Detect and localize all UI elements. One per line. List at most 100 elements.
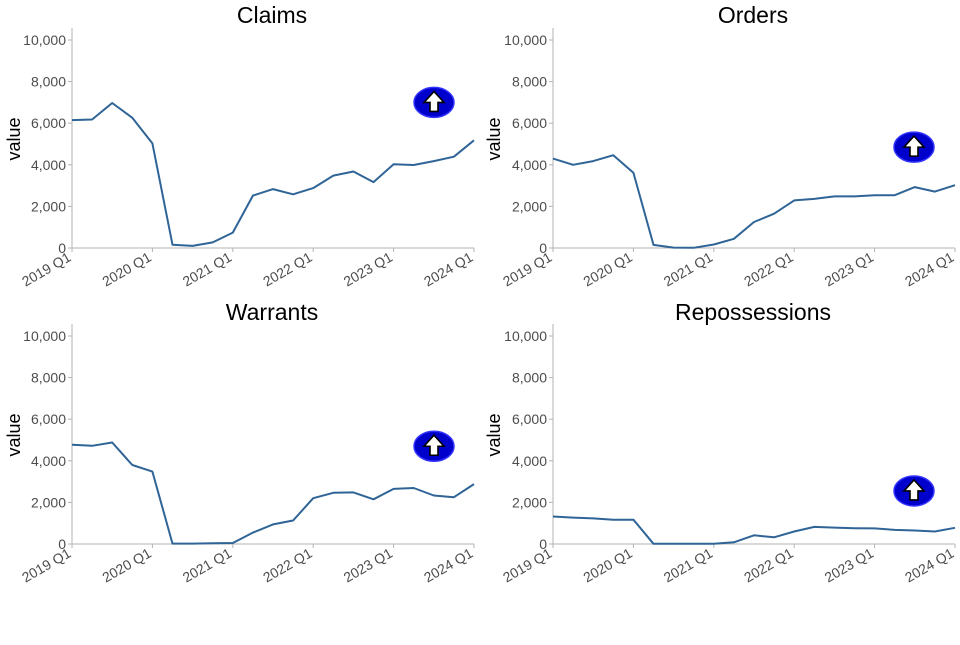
y-tick-label: 8,000 [31,370,66,386]
x-tick-label: 2024 Q1 [421,545,476,586]
y-tick-label: 6,000 [512,115,547,131]
data-point [71,119,73,121]
data-point [131,464,133,466]
y-tick-label: 10,000 [504,328,547,344]
data-point [292,519,294,521]
data-point [592,517,594,519]
data-point [232,231,234,233]
data-point [793,530,795,532]
x-tick-label: 2021 Q1 [661,249,716,290]
data-point [954,184,956,186]
x-tick-label: 2020 Q1 [580,249,635,290]
data-point [252,194,254,196]
data-point [111,102,113,104]
data-point [733,541,735,543]
data-point [652,244,654,246]
y-tick-label: 6,000 [31,115,66,131]
y-axis-label: value [4,117,24,160]
data-point [413,487,415,489]
data-point [552,515,554,517]
data-point [292,193,294,195]
data-point [372,498,374,500]
x-tick-label: 2024 Q1 [421,249,476,290]
data-point [352,170,354,172]
data-point [392,163,394,165]
y-tick-label: 4,000 [512,157,547,173]
data-point [312,497,314,499]
data-point [672,246,674,248]
panel-orders: Orders value 0 2,000 4,000 6,000 8,000 10,000 20… [484,2,957,289]
y-tick-label: 4,000 [31,453,66,469]
data-point [91,445,93,447]
data-point [272,523,274,525]
data-point [212,241,214,243]
data-point [713,543,715,545]
data-point [833,195,835,197]
data-point [773,212,775,214]
data-point [252,531,254,533]
data-point [914,186,916,188]
data-point [793,199,795,201]
data-point [151,470,153,472]
x-tick-label: 2020 Q1 [99,545,154,586]
x-tick-label: 2023 Q1 [341,545,396,586]
series-line [552,515,956,545]
panel-warrants: Warrants value 0 2,000 4,000 6,000 8,000 10,000… [4,299,476,585]
data-point [934,530,936,532]
y-tick-label: 2,000 [31,494,66,510]
data-point [934,190,936,192]
y-tick-label: 2,000 [512,198,547,214]
data-point [853,527,855,529]
y-tick-label: 4,000 [31,157,66,173]
data-point [873,527,875,529]
data-point [894,194,896,196]
data-point [111,441,113,443]
data-point [853,195,855,197]
x-tick-label: 2023 Q1 [341,249,396,290]
series-line [552,154,956,249]
series-line [71,102,475,247]
x-tick-label: 2022 Q1 [741,545,796,586]
y-tick-label: 2,000 [31,198,66,214]
y-tick-label: 0 [539,536,547,552]
data-point [131,117,133,119]
y-axis-label: value [4,413,24,456]
data-point [813,198,815,200]
x-tick-label: 2020 Q1 [99,249,154,290]
y-tick-label: 2,000 [512,494,547,510]
x-tick-label: 2019 Q1 [500,545,555,586]
y-tick-label: 10,000 [23,32,66,48]
data-point [151,142,153,144]
data-point [612,518,614,520]
data-point [914,529,916,531]
panel-claims: Claims value 0 2,000 4,000 6,000 8,000 10,000 20… [4,2,476,289]
data-point [693,247,695,249]
data-point [433,494,435,496]
series-line [71,441,475,545]
data-point [272,188,274,190]
data-point [813,526,815,528]
data-point [753,534,755,536]
y-tick-label: 8,000 [31,74,66,90]
x-tick-label: 2022 Q1 [741,249,796,290]
data-point [713,243,715,245]
x-tick-label: 2021 Q1 [661,545,716,586]
y-tick-label: 0 [539,240,547,256]
data-point [672,543,674,545]
x-tick-label: 2021 Q1 [180,545,235,586]
data-point [873,194,875,196]
y-tick-label: 10,000 [23,328,66,344]
up-arrow-icon [893,475,935,507]
data-point [954,527,956,529]
data-point [833,526,835,528]
x-tick-label: 2019 Q1 [19,545,74,586]
data-point [473,139,475,141]
data-point [392,488,394,490]
data-point [473,483,475,485]
data-point [632,172,634,174]
data-point [572,516,574,518]
x-tick-label: 2023 Q1 [822,545,877,586]
data-point [753,221,755,223]
y-tick-label: 0 [58,536,66,552]
